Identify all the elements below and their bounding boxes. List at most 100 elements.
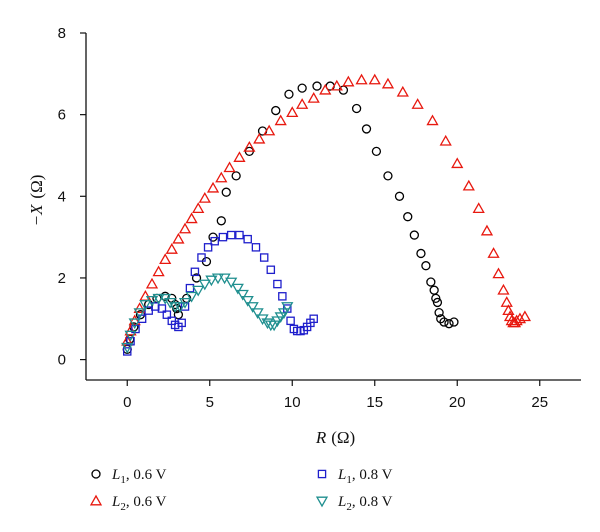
data-point <box>133 308 146 319</box>
data-point <box>351 103 362 114</box>
data-point <box>426 114 439 126</box>
data-point <box>243 234 252 244</box>
x-tick-label: 0 <box>123 394 131 411</box>
data-point <box>157 304 167 313</box>
data-point <box>266 265 276 275</box>
y-tick-label: 2 <box>58 270 66 287</box>
data-point <box>226 230 236 240</box>
data-point <box>497 283 510 295</box>
data-point <box>361 124 372 134</box>
data-point <box>487 247 500 258</box>
data-point <box>206 181 220 193</box>
data-point <box>451 157 464 169</box>
data-point <box>518 310 532 322</box>
data-point <box>218 232 228 242</box>
data-point <box>436 314 446 324</box>
data-point <box>231 283 244 295</box>
data-point <box>480 224 494 236</box>
data-point <box>492 267 505 279</box>
y-axis-symbol: −X <box>27 204 46 226</box>
axes: 0 5 10 15 20 25 0 2 4 6 8 <box>58 25 581 411</box>
data-point <box>210 236 219 246</box>
legend-label: L1, 0.6 V <box>111 467 167 486</box>
legend-label-symbol: L <box>111 467 120 483</box>
data-point <box>178 297 192 309</box>
data-point <box>177 318 186 328</box>
data-point <box>383 171 393 181</box>
data-point <box>205 275 218 287</box>
data-point <box>246 302 259 313</box>
series-3 <box>121 273 294 354</box>
legend-item: L2, 0.8 V <box>315 494 393 513</box>
legend-label: L2, 0.6 V <box>111 494 167 513</box>
data-point <box>211 273 225 285</box>
data-point <box>263 124 276 136</box>
series-1 <box>121 73 532 346</box>
legend-label-subscript: 1 <box>346 474 352 486</box>
data-point <box>215 171 228 183</box>
y-tick-label: 8 <box>58 25 66 42</box>
data-point <box>409 230 420 240</box>
data-point <box>221 187 231 197</box>
data-point <box>472 202 485 213</box>
data-point <box>444 319 454 329</box>
data-point <box>233 151 246 162</box>
legend-label: L2, 0.8 V <box>337 494 393 513</box>
data-point <box>421 261 431 271</box>
data-point <box>192 285 205 297</box>
x-axis-title: R (Ω) <box>315 428 355 447</box>
data-point <box>273 279 282 289</box>
data-point <box>178 222 192 234</box>
data-point <box>281 302 294 313</box>
data-point <box>439 317 449 327</box>
data-point <box>191 273 202 283</box>
data-point <box>251 243 261 252</box>
data-point <box>203 243 213 252</box>
legend: L1, 0.6 VL2, 0.6 VL1, 0.8 VL2, 0.8 V <box>89 467 393 513</box>
data-point <box>500 296 513 307</box>
data-point <box>426 277 436 287</box>
data-point <box>259 253 269 262</box>
data-point <box>223 161 236 173</box>
data-point <box>297 83 307 93</box>
legend-item: L1, 0.6 V <box>91 467 167 486</box>
data-point <box>243 140 256 152</box>
data-point <box>309 314 318 324</box>
legend-label-symbol: L <box>337 467 346 483</box>
data-point <box>121 342 134 354</box>
y-tick-label: 6 <box>58 107 66 124</box>
legend-label-symbol: L <box>337 494 346 510</box>
data-point <box>342 75 355 87</box>
data-point <box>286 106 299 118</box>
legend-label-condition: , 0.8 V <box>352 467 393 483</box>
data-point <box>296 98 309 109</box>
data-point <box>432 297 443 308</box>
data-point <box>510 314 523 326</box>
data-point <box>368 73 381 85</box>
data-point <box>197 253 206 262</box>
data-point <box>307 92 320 103</box>
data-point <box>396 85 409 97</box>
data-point <box>274 114 287 126</box>
legend-label-condition: , 0.6 V <box>126 467 167 483</box>
data-point <box>271 105 281 116</box>
legend-marker <box>89 494 103 506</box>
data-point <box>381 77 395 89</box>
data-point <box>185 212 198 224</box>
data-point <box>236 289 249 301</box>
data-point <box>190 267 200 277</box>
data-point <box>253 132 266 144</box>
data-point <box>162 310 172 319</box>
data-point <box>235 230 244 240</box>
data-point <box>312 81 322 91</box>
data-point <box>439 134 452 146</box>
legend-item: L2, 0.6 V <box>89 494 167 513</box>
data-point <box>411 98 424 109</box>
data-point <box>286 316 295 326</box>
legend-marker <box>91 469 101 479</box>
data-point <box>284 89 294 99</box>
data-point <box>128 318 141 330</box>
y-axis-unit: (Ω) <box>27 175 46 199</box>
data-point <box>159 253 172 265</box>
